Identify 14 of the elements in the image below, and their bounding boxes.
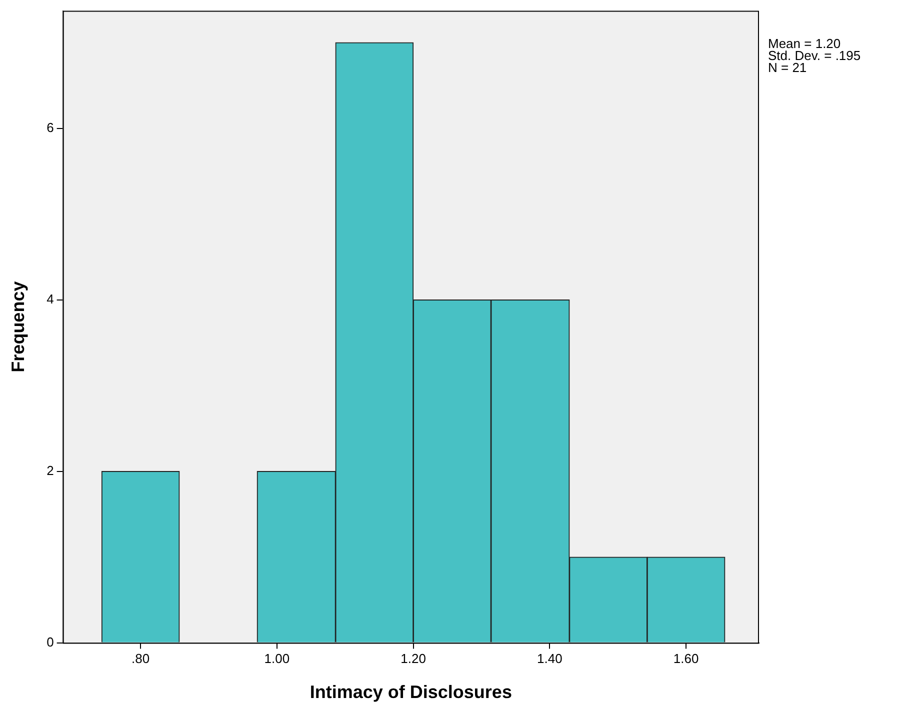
x-tick-label: 1.40 bbox=[537, 651, 562, 666]
y-tick-label: 4 bbox=[46, 291, 54, 306]
text: Mean = 1.20 bbox=[768, 36, 841, 51]
x-axis-title: Intimacy of Disclosures bbox=[310, 682, 512, 702]
y-tick-label: 0 bbox=[46, 634, 54, 650]
text: N = 21 bbox=[768, 60, 807, 75]
y-tick-label: 2 bbox=[46, 462, 54, 478]
x-tick-label: 1.20 bbox=[400, 651, 426, 666]
y-tick-label: 6 bbox=[46, 120, 54, 135]
y-axis-title: Frequency bbox=[8, 281, 28, 372]
x-tick-label: 1.60 bbox=[673, 651, 699, 666]
x-tick-label: .80 bbox=[132, 651, 150, 666]
text: Std. Dev. = .195 bbox=[768, 48, 861, 63]
x-tick-label: 1.00 bbox=[264, 651, 290, 666]
